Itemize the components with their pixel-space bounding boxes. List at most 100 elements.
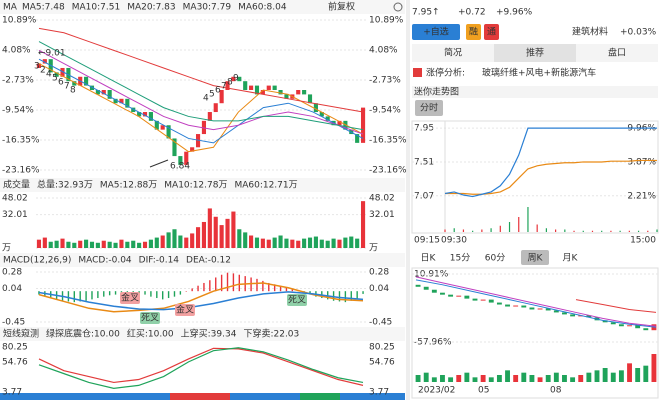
minute-volume bbox=[656, 229, 658, 232]
header-item: MACD(12,26,9) bbox=[3, 256, 71, 266]
candle bbox=[266, 85, 271, 90]
candle bbox=[231, 76, 236, 82]
candle bbox=[184, 151, 189, 165]
macd-bar bbox=[144, 291, 146, 295]
y-tick-label: 0.28 bbox=[2, 268, 22, 278]
volume-bar bbox=[95, 242, 100, 248]
y-tick-label: 10.89% bbox=[2, 16, 37, 26]
y-tick-label: -16.35% bbox=[2, 136, 40, 146]
weekly-volume bbox=[602, 368, 608, 382]
macd-bar bbox=[232, 273, 235, 292]
minute-volume bbox=[453, 228, 455, 232]
minute-volume bbox=[462, 229, 465, 232]
time-label: 09:30 bbox=[441, 236, 467, 246]
period-tab[interactable]: 月K bbox=[563, 253, 579, 264]
weekly-volume bbox=[618, 370, 624, 382]
dif-line bbox=[38, 282, 364, 313]
macd-bar bbox=[338, 291, 341, 302]
minute-volume bbox=[637, 230, 640, 232]
period-tab[interactable]: 15分 bbox=[450, 253, 470, 264]
minute-volume bbox=[527, 207, 529, 232]
minute-tab[interactable] bbox=[415, 100, 443, 116]
volume-bar bbox=[42, 237, 47, 248]
volume-bar bbox=[195, 227, 201, 248]
weekly-candle bbox=[488, 299, 494, 303]
minute-volume bbox=[490, 228, 492, 232]
weekly-candle bbox=[521, 305, 527, 308]
minute-volume bbox=[564, 229, 566, 232]
weekly-volume bbox=[545, 375, 551, 382]
adjust-menu[interactable]: 前复权 bbox=[328, 1, 355, 13]
period-tab[interactable]: 周K bbox=[528, 253, 544, 264]
header-item: 成交量 bbox=[3, 179, 30, 191]
cross-badge bbox=[140, 312, 160, 324]
y-tick-label: 万 bbox=[2, 244, 11, 254]
period-tab[interactable]: 60分 bbox=[485, 253, 505, 264]
weekly-candle bbox=[448, 294, 454, 297]
y-tick-label-right: -16.35% bbox=[369, 136, 407, 146]
minute-volume bbox=[628, 230, 630, 232]
macd-bar bbox=[173, 291, 176, 297]
candle bbox=[278, 90, 283, 95]
limit-reason: 玻璃纤维+风电+新能源汽车 bbox=[482, 67, 596, 79]
header-item: 下穿卖:22.03 bbox=[243, 328, 299, 340]
volume-bar bbox=[84, 239, 89, 248]
macd-bar bbox=[73, 291, 76, 303]
badge bbox=[484, 24, 499, 40]
count-label: 6 bbox=[58, 78, 64, 88]
candle bbox=[284, 94, 289, 99]
volume-bar bbox=[36, 239, 42, 248]
price: 7.95↑ bbox=[412, 8, 440, 18]
candle bbox=[213, 103, 218, 113]
add-button[interactable] bbox=[412, 24, 460, 40]
volume-bar bbox=[184, 237, 189, 248]
header-item: MA60:8.04 bbox=[238, 3, 287, 13]
weekly-volume bbox=[594, 370, 600, 382]
minute-volume bbox=[444, 229, 446, 232]
add-label: +自选 bbox=[423, 26, 449, 38]
divider bbox=[406, 0, 410, 400]
volume-bar bbox=[54, 240, 59, 248]
period-tab[interactable]: 日K bbox=[421, 253, 437, 264]
y-tick-label-right: 54.76 bbox=[369, 357, 395, 367]
header-item: 短线窥测 bbox=[3, 328, 39, 340]
weekly-volume bbox=[415, 375, 421, 382]
macd-bar bbox=[268, 282, 270, 292]
volume-bar bbox=[349, 236, 354, 248]
toolbar-bg bbox=[0, 0, 405, 14]
y-tick-label: -9.54% bbox=[2, 106, 34, 116]
y-tick-label: 48.02 bbox=[2, 194, 28, 204]
candle bbox=[337, 120, 342, 126]
macd-bar bbox=[285, 287, 288, 292]
header-item: 红买:10.00 bbox=[127, 328, 174, 340]
y-tick-label-right: -9.54% bbox=[369, 106, 401, 116]
volume-bar bbox=[119, 239, 124, 248]
settings-icon[interactable] bbox=[393, 2, 403, 12]
macd-bar bbox=[138, 291, 140, 294]
limit-icon bbox=[413, 68, 422, 77]
volume-bar bbox=[101, 240, 106, 248]
price-line bbox=[444, 127, 657, 198]
weekly-candle bbox=[431, 289, 437, 293]
volume-bar bbox=[266, 239, 271, 248]
badge bbox=[466, 24, 481, 40]
y-tick-label-right: 32.01 bbox=[369, 210, 395, 220]
count-label: 9 bbox=[233, 74, 239, 84]
change: +0.72 bbox=[458, 8, 486, 18]
candle bbox=[36, 63, 42, 68]
candle bbox=[195, 134, 201, 148]
count-label: 3 bbox=[34, 62, 40, 72]
weekly-volume bbox=[448, 377, 454, 382]
weekly-volume bbox=[496, 375, 502, 382]
macd-bar bbox=[256, 278, 258, 292]
macd-bar bbox=[262, 280, 264, 292]
y-tick-label: 54.76 bbox=[2, 357, 28, 367]
cross-badge bbox=[120, 292, 140, 304]
header-item: MA30:7.79 bbox=[183, 3, 232, 13]
volume-bar bbox=[166, 232, 171, 248]
sector-pct: +0.03% bbox=[620, 28, 657, 38]
weekly-candle bbox=[643, 328, 649, 331]
minute-tab-label: 分时 bbox=[420, 102, 438, 114]
macd-bar bbox=[114, 291, 117, 295]
tab-selected[interactable] bbox=[494, 44, 576, 62]
